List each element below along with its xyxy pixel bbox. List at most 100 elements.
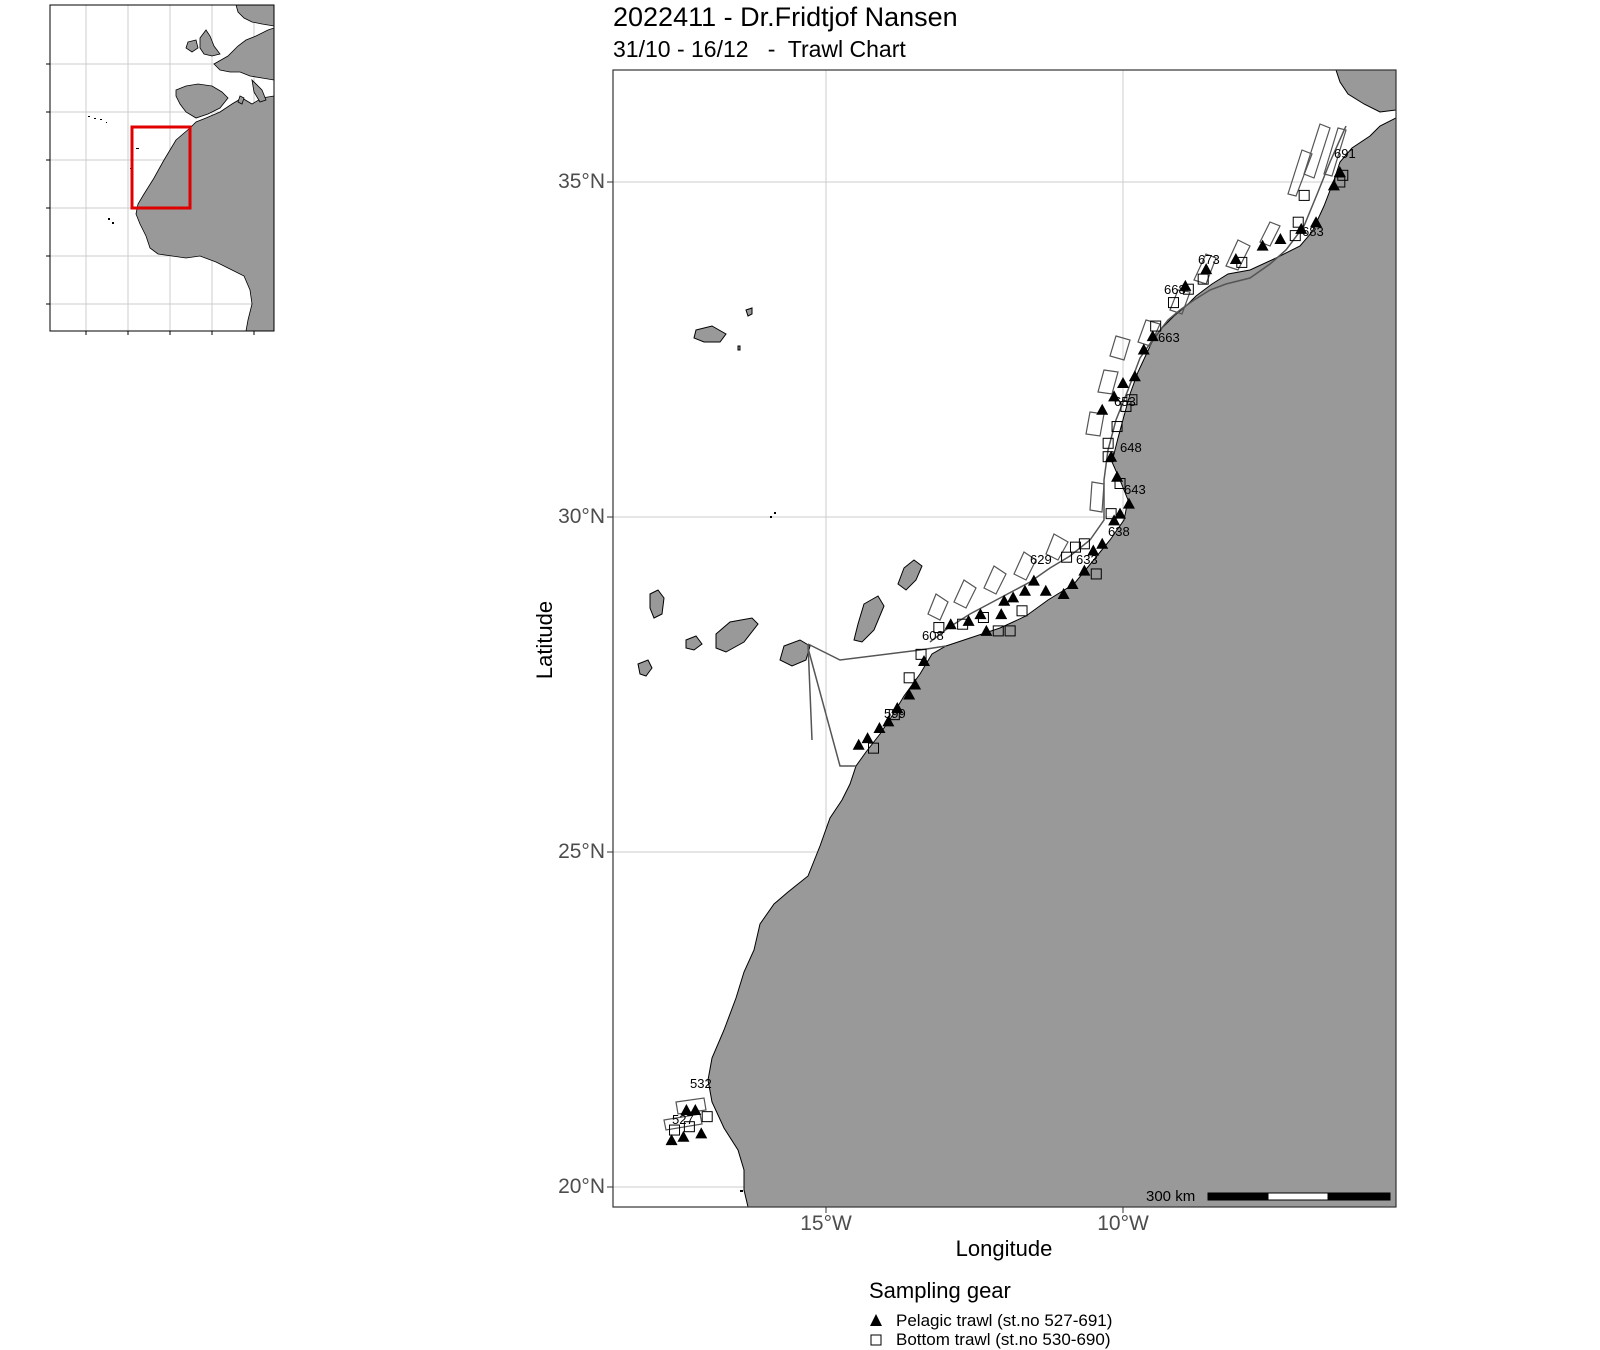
pelagic-trawl-marker bbox=[1108, 514, 1121, 526]
x-axis-label: Longitude bbox=[955, 1236, 1053, 1261]
pelagic-trawl-marker bbox=[1200, 263, 1213, 275]
inset-map bbox=[46, 4, 275, 335]
bottom-trawl-marker bbox=[1126, 394, 1138, 406]
scale-bar-label: 300 km bbox=[1146, 1188, 1196, 1205]
pelagic-trawl-marker bbox=[665, 1134, 678, 1146]
pelagic-trawl-marker bbox=[974, 608, 987, 620]
bottom-trawl-marker bbox=[977, 612, 989, 623]
bottom-trawl-marker bbox=[957, 618, 969, 630]
legend-item-label: Bottom trawl (st.no 530-690) bbox=[896, 1330, 1111, 1349]
pelagic-trawl-marker bbox=[1146, 330, 1159, 342]
scale-bar bbox=[1207, 1192, 1391, 1201]
station-label: 532 bbox=[690, 1076, 712, 1091]
trawl-transects bbox=[663, 123, 1347, 1131]
chart-title: 2022411 - Dr.Fridtjof Nansen bbox=[613, 2, 958, 32]
pelagic-trawl-marker bbox=[1057, 588, 1070, 600]
pelagic-trawl-marker bbox=[1122, 497, 1135, 509]
pelagic-trawl-marker bbox=[882, 715, 895, 727]
bottom-trawl-marker bbox=[1197, 273, 1209, 285]
african-coast-land bbox=[707, 117, 1396, 1207]
bottom-trawl-marker bbox=[1298, 189, 1310, 201]
station-label: 668 bbox=[1164, 282, 1186, 297]
station-labels: 527 532 599 608 629 633 638 643 648 653 … bbox=[672, 146, 1356, 1127]
bottom-trawl-marker bbox=[1337, 169, 1349, 181]
pelagic-trawl-marker bbox=[1108, 390, 1121, 402]
station-label: 653 bbox=[1114, 394, 1136, 409]
bottom-trawl-marker bbox=[1016, 605, 1028, 617]
station-label: 648 bbox=[1120, 440, 1142, 455]
bottom-trawl-marker bbox=[1334, 176, 1346, 188]
bottom-trawl-marker bbox=[1289, 230, 1301, 242]
station-label: 691 bbox=[1334, 146, 1356, 161]
station-label: 599 bbox=[884, 706, 906, 721]
bottom-trawl-marker bbox=[1236, 256, 1248, 268]
bottom-trawl-marker bbox=[933, 622, 945, 634]
canary-islands bbox=[637, 559, 923, 677]
x-tick-label: 10°W bbox=[1097, 1212, 1149, 1235]
station-label: 629 bbox=[1030, 552, 1052, 567]
station-label: 527 bbox=[672, 1112, 694, 1127]
pelagic-trawl-marker bbox=[1179, 279, 1192, 291]
main-map: 527 532 599 608 629 633 638 643 648 653 … bbox=[607, 69, 1397, 1213]
bottom-trawl-marker bbox=[1069, 541, 1081, 553]
station-markers bbox=[665, 165, 1349, 1146]
pelagic-trawl-marker bbox=[962, 614, 975, 626]
bottom-trawl-marker bbox=[903, 672, 915, 684]
y-tick-label: 35°N bbox=[558, 170, 605, 193]
iberia-land bbox=[1335, 70, 1396, 113]
pelagic-trawl-marker bbox=[680, 1103, 693, 1115]
station-label: 638 bbox=[1108, 524, 1130, 539]
legend-title: Sampling gear bbox=[869, 1278, 1011, 1303]
bottom-trawl-marker bbox=[1061, 551, 1073, 563]
small-islets bbox=[740, 512, 776, 1192]
pelagic-trawl-marker bbox=[1327, 179, 1340, 191]
pelagic-trawl-marker bbox=[695, 1127, 708, 1139]
bottom-trawl-marker bbox=[1102, 437, 1114, 449]
y-axis-label: Latitude bbox=[532, 600, 557, 680]
station-label: 673 bbox=[1198, 252, 1220, 267]
bottom-trawl-marker bbox=[1004, 625, 1016, 637]
pelagic-trawl-marker bbox=[891, 701, 904, 713]
pelagic-trawl-marker bbox=[1333, 165, 1346, 177]
pelagic-trawl-marker bbox=[918, 655, 931, 667]
station-label: 663 bbox=[1158, 330, 1180, 345]
pelagic-trawl-marker bbox=[873, 722, 886, 734]
pelagic-trawl-marker bbox=[909, 678, 922, 690]
bottom-trawl-marker bbox=[888, 709, 900, 721]
x-tick-label: 15°W bbox=[800, 1212, 852, 1235]
chart-subtitle: 31/10 - 16/12 - Trawl Chart bbox=[613, 36, 906, 62]
pelagic-trawl-marker bbox=[1111, 470, 1124, 482]
bottom-trawl-marker bbox=[1078, 538, 1090, 550]
filled-triangle-icon bbox=[870, 1314, 882, 1326]
inset-ticks bbox=[46, 63, 255, 335]
pelagic-trawl-marker bbox=[1229, 253, 1242, 265]
pelagic-trawl-marker bbox=[998, 594, 1011, 606]
pelagic-trawl-marker bbox=[1117, 377, 1129, 388]
axis-ticks bbox=[607, 181, 1124, 1213]
inset-focus-box bbox=[130, 125, 192, 210]
legend-item-label: Pelagic trawl (st.no 527-691) bbox=[896, 1311, 1113, 1330]
pelagic-trawl-marker bbox=[1310, 216, 1323, 228]
station-label: 643 bbox=[1124, 482, 1146, 497]
pelagic-trawl-marker bbox=[1039, 584, 1052, 596]
pelagic-trawl-marker bbox=[944, 618, 957, 630]
bottom-trawl-marker bbox=[915, 648, 927, 660]
pelagic-trawl-marker bbox=[861, 732, 874, 744]
bottom-trawl-marker bbox=[992, 625, 1004, 637]
station-label: 683 bbox=[1302, 224, 1324, 239]
inset-land bbox=[135, 5, 274, 331]
cruise-track bbox=[807, 125, 1347, 767]
station-label: 633 bbox=[1076, 552, 1098, 567]
y-tick-label: 20°N bbox=[558, 1175, 605, 1198]
bottom-trawl-marker bbox=[1120, 400, 1132, 412]
pelagic-trawl-marker bbox=[1256, 239, 1269, 251]
pelagic-trawl-marker bbox=[689, 1103, 702, 1115]
pelagic-trawl-marker bbox=[852, 738, 865, 750]
pelagic-trawl-marker bbox=[903, 688, 916, 700]
bottom-trawl-marker bbox=[1292, 216, 1304, 228]
pelagic-trawl-marker bbox=[1096, 537, 1109, 549]
y-tick-label: 30°N bbox=[558, 505, 605, 528]
pelagic-trawl-marker bbox=[980, 624, 993, 636]
bottom-trawl-marker bbox=[1182, 283, 1194, 295]
